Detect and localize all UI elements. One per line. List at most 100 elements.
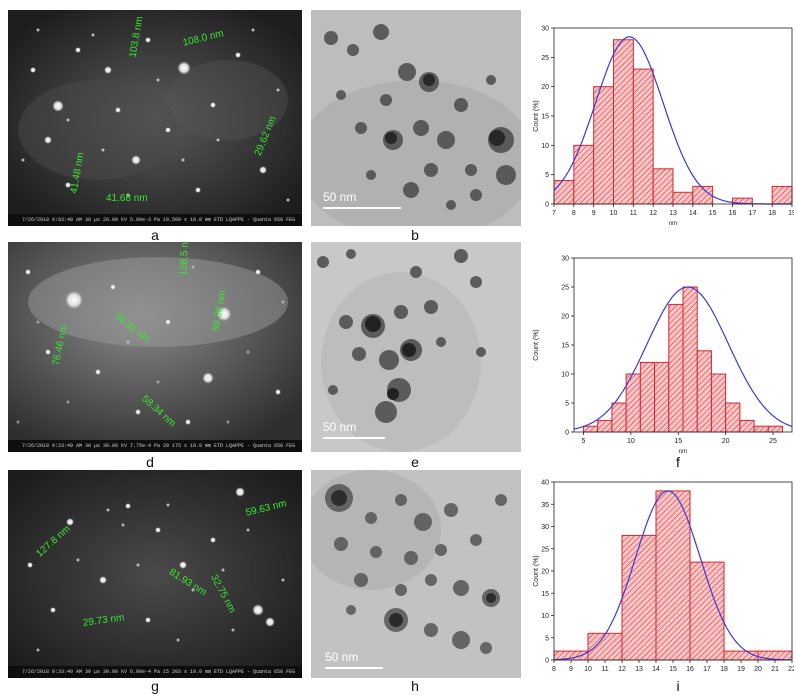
tem-image-b: 50 nm <box>311 10 521 226</box>
y-tick-label: 5 <box>545 635 549 642</box>
y-tick-label: 20 <box>541 84 549 91</box>
sem-info-bar: 7/26/2018 9:33:40 AM 30 μs 30.00 kV 6.00… <box>8 666 302 678</box>
histogram-bar <box>611 402 627 433</box>
tem-image-e-texture <box>311 242 521 452</box>
x-tick-label: 15 <box>669 666 677 673</box>
x-tick-label: 10 <box>627 438 635 445</box>
histogram-bar <box>597 419 613 433</box>
tem-image-h: 50 nm <box>311 470 521 678</box>
histogram-bar <box>632 68 654 205</box>
panel-label-e: e <box>411 454 419 470</box>
x-tick-label: 9 <box>569 666 573 673</box>
x-tick-label: 11 <box>601 666 608 673</box>
scale-bar-label: 50 nm <box>323 420 357 434</box>
sem-image-d: 108.5 nm 95.81 nm 59.38 nm 76.46 nm 58.3… <box>8 242 302 452</box>
histogram-bar <box>621 534 657 661</box>
histogram-bar <box>654 361 670 433</box>
y-tick-label: 20 <box>541 569 549 576</box>
histogram-bar <box>710 373 727 433</box>
panel-label-g: g <box>151 678 159 694</box>
x-tick-label: 25 <box>769 438 777 445</box>
histogram-bar <box>682 286 698 433</box>
y-tick-label: 5 <box>565 401 569 408</box>
histogram-bar <box>771 185 793 205</box>
x-tick-label: 17 <box>703 666 711 673</box>
x-tick-label: 20 <box>754 666 762 673</box>
y-tick-label: 35 <box>541 502 549 509</box>
histogram-bar <box>613 39 634 205</box>
y-tick-label: 25 <box>561 285 569 292</box>
histogram-bar <box>757 650 793 661</box>
x-tick-label: 12 <box>649 210 657 217</box>
x-tick-label: 14 <box>689 210 697 217</box>
y-tick-label: 15 <box>561 343 569 350</box>
panel-label-f: f <box>676 454 680 470</box>
tem-image-e: 50 nm <box>311 242 521 452</box>
y-tick-label: 40 <box>541 480 549 487</box>
x-tick-label: 13 <box>669 210 677 217</box>
histogram-bar <box>723 650 759 661</box>
x-tick-label: 13 <box>635 666 643 673</box>
sem-info-bar: 7/26/2018 9:23:40 AM 30 μs 30.00 kV 7.75… <box>8 440 302 452</box>
y-tick-label: 10 <box>541 143 549 150</box>
y-tick-label: 0 <box>565 430 569 437</box>
panel-label-b: b <box>411 227 419 243</box>
y-tick-label: 0 <box>545 202 549 209</box>
scale-bar: 50 nm <box>323 190 403 210</box>
x-tick-label: 11 <box>630 210 637 217</box>
histogram-f-svg: 0 5 10 15 20 25 30 5 10 15 20 25 nm Count (%) <box>533 256 793 455</box>
scale-bar: 50 nm <box>325 650 405 670</box>
y-tick-label: 15 <box>541 591 549 598</box>
x-tick-label: 16 <box>686 666 694 673</box>
histogram-bar <box>672 191 694 205</box>
histogram-bar <box>739 419 755 433</box>
histogram-bar <box>668 303 684 433</box>
x-tick-label: 15 <box>674 438 682 445</box>
histogram-f: 0 5 10 15 20 25 30 5 10 15 20 25 nm Count (%) <box>530 248 794 455</box>
panel-label-d: d <box>146 454 154 470</box>
scale-bar-label: 50 nm <box>325 650 359 664</box>
histogram-bar <box>696 350 712 433</box>
x-tick-label: 7 <box>552 210 556 217</box>
x-tick-label: 19 <box>788 210 794 217</box>
x-tick-label: 22 <box>788 666 794 673</box>
histogram-i-svg: 0 5 10 15 20 25 30 35 40 8 9 10 11 12 13 14 15 16 17 18 19 20… <box>533 480 796 674</box>
y-tick-label: 0 <box>545 658 549 665</box>
y-tick-label: 20 <box>561 314 569 321</box>
scale-bar-line <box>325 667 383 669</box>
x-tick-label: 5 <box>582 438 586 445</box>
x-tick-label: 19 <box>737 666 745 673</box>
x-tick-label: 12 <box>618 666 626 673</box>
scale-bar-label: 50 nm <box>323 190 357 204</box>
x-tick-label: 8 <box>572 210 576 217</box>
x-tick-label: 18 <box>768 210 776 217</box>
scale-bar: 50 nm <box>323 420 403 440</box>
histogram-bar <box>593 86 615 205</box>
histogram-bar <box>655 490 691 661</box>
measurement-label: 108.5 nm <box>178 242 191 276</box>
histogram-bar <box>767 425 784 433</box>
y-axis-label: Count (%) <box>533 329 540 361</box>
sem-image-a-texture <box>8 10 302 226</box>
y-tick-label: 30 <box>541 524 549 531</box>
sem-image-a: 103.8 nm 108.0 nm 29.62 nm 41.48 nm 41.6… <box>8 10 302 226</box>
x-tick-label: 10 <box>584 666 592 673</box>
sem-image-d-texture <box>8 242 302 452</box>
histogram-bar <box>725 402 741 433</box>
x-tick-label: 20 <box>722 438 730 445</box>
x-axis-label: nm <box>679 449 687 454</box>
x-tick-label: 14 <box>652 666 660 673</box>
y-tick-label: 10 <box>561 372 569 379</box>
panel-label-a: a <box>151 227 159 243</box>
measurement-label: 41.68 nm <box>106 193 148 204</box>
y-axis-label: Count (%) <box>533 100 540 132</box>
histogram-c: 0 5 10 15 20 25 30 7 8 9 10 11 12 13 14 15 16 17 18 19 nm Cou… <box>530 10 796 234</box>
x-tick-label: 10 <box>610 210 618 217</box>
x-tick-label: 16 <box>729 210 737 217</box>
x-tick-label: 17 <box>748 210 756 217</box>
tem-image-b-texture <box>311 10 521 226</box>
histogram-bar <box>652 168 674 205</box>
y-tick-label: 30 <box>541 26 549 33</box>
sem-image-g: 127.8 nm 59.63 nm 32.75 nm 81.93 nm 29.7… <box>8 470 302 678</box>
y-tick-label: 25 <box>541 55 549 62</box>
